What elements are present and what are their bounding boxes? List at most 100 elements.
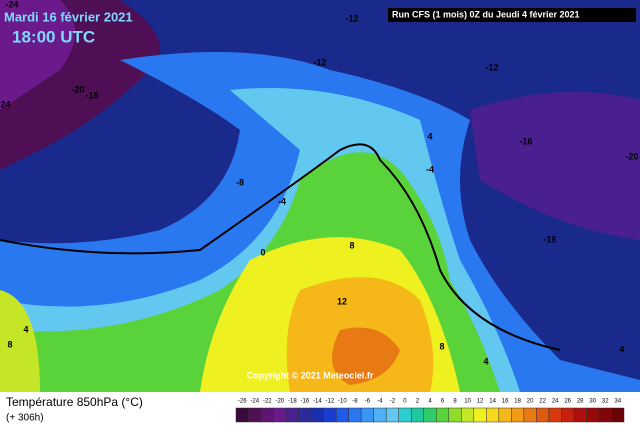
legend-swatch (573, 407, 587, 423)
contour-label: 4 (483, 356, 488, 366)
contour-label: -4 (426, 164, 434, 174)
legend-tick-label: 0 (403, 399, 407, 405)
variable: Température 850hPa (°C) (6, 395, 143, 409)
contour-label: 4 (619, 344, 624, 354)
legend-tick-label: 28 (577, 399, 584, 405)
legend-swatch (248, 407, 262, 423)
contour-label: -16 (519, 136, 532, 146)
legend-tick-label: -10 (338, 399, 347, 405)
legend-swatch (373, 407, 387, 423)
legend-swatch (611, 407, 625, 423)
legend-tick-label: 2 (416, 399, 420, 405)
legend-swatch (548, 407, 562, 423)
legend-swatch (310, 407, 324, 423)
legend-tick-label: 24 (552, 399, 559, 405)
legend-tick-label: -24 (250, 399, 259, 405)
legend-swatch (486, 407, 500, 423)
legend-swatch (235, 407, 249, 423)
legend-swatch (448, 407, 462, 423)
legend-swatch (523, 407, 537, 423)
legend-swatch (260, 407, 274, 423)
contour-label: 8 (439, 341, 444, 351)
legend-tick-label: 30 (589, 399, 596, 405)
contour-label: -16 (85, 90, 98, 100)
legend-tick-label: 14 (489, 399, 496, 405)
lead-time: (+ 306h) (6, 413, 44, 424)
time: 18:00 UTC (12, 27, 95, 46)
legend-tick-label: 4 (428, 399, 432, 405)
contour-labels: -24-12-12-12-20-16-24-8-404-16-20-168124… (0, 0, 639, 366)
legend-swatch (298, 407, 312, 423)
legend-tick-label: -4 (377, 399, 383, 405)
legend-swatch (285, 407, 299, 423)
cold-area (470, 92, 640, 240)
legend-swatch (398, 407, 412, 423)
legend-swatch (586, 407, 600, 423)
contour-label: -20 (625, 151, 638, 161)
contour-label: -8 (236, 177, 244, 187)
contour-label: -4 (278, 196, 286, 206)
legend-tick-label: 16 (502, 399, 509, 405)
zero-isotherm (0, 143, 561, 351)
legend-swatch (323, 407, 337, 423)
legend-swatch (348, 407, 362, 423)
contour-label: -12 (485, 62, 498, 72)
copyright: Copyright © 2021 Meteociel.fr (247, 370, 374, 380)
contour-label: -12 (345, 13, 358, 23)
legend-tick-label: 12 (477, 399, 484, 405)
legend-tick-label: -20 (275, 399, 284, 405)
legend-tick-label: 20 (527, 399, 534, 405)
legend-swatch (436, 407, 450, 423)
legend-tick-label: 8 (453, 399, 457, 405)
legend: -26 -24 -22 -20 -18 -16 -14 -12 -10 -8 -6 -4 -2 0 2 4 6 8… (235, 399, 625, 423)
legend-tick-label: 18 (514, 399, 521, 405)
legend-tick-label: 32 (602, 399, 609, 405)
legend-tick-label: -16 (301, 399, 310, 405)
contour-label: 12 (337, 296, 347, 306)
contour-label: -24 (0, 99, 11, 109)
warm-area (0, 290, 40, 392)
legend-tick-label: 22 (539, 399, 546, 405)
contour-label: 8 (349, 240, 354, 250)
legend-tick-label: -2 (390, 399, 396, 405)
contour-label: 4 (23, 324, 28, 334)
legend-swatch (561, 407, 575, 423)
legend-tick-label: -14 (313, 399, 322, 405)
legend-swatch (273, 407, 287, 423)
contour-label: -12 (313, 57, 326, 67)
cold-core (0, 0, 75, 110)
legend-swatch (461, 407, 475, 423)
legend-swatch (498, 407, 512, 423)
legend-swatch (423, 407, 437, 423)
legend-tick-label: -22 (263, 399, 272, 405)
legend-tick-label: -26 (238, 399, 247, 405)
legend-swatch (410, 407, 424, 423)
legend-tick-label: -12 (326, 399, 335, 405)
run-box (388, 8, 636, 22)
contour-label: 4 (427, 131, 432, 141)
legend-swatch (536, 407, 550, 423)
legend-swatch (360, 407, 374, 423)
contour-label: -24 (5, 0, 18, 9)
hot-core (332, 327, 400, 385)
run-info: Run CFS (1 mois) 0Z du Jeudi 4 février 2… (392, 9, 580, 19)
legend-tick-label: -6 (365, 399, 371, 405)
legend-tick-label: 10 (464, 399, 471, 405)
date: Mardi 16 février 2021 (4, 9, 133, 24)
legend-tick-label: -18 (288, 399, 297, 405)
legend-tick-label: 26 (564, 399, 571, 405)
legend-swatch (473, 407, 487, 423)
legend-swatch (598, 407, 612, 423)
contour-label: 0 (260, 247, 265, 257)
contour-label: -16 (543, 234, 556, 244)
legend-tick-label: 34 (614, 399, 621, 405)
legend-swatch (335, 407, 349, 423)
legend-swatch (385, 407, 399, 423)
temperature-field (0, 0, 640, 392)
contour-label: -20 (71, 84, 84, 94)
legend-swatch (511, 407, 525, 423)
legend-tick-label: -8 (352, 399, 358, 405)
contour-label: 8 (7, 339, 12, 349)
legend-tick-label: 6 (441, 399, 445, 405)
